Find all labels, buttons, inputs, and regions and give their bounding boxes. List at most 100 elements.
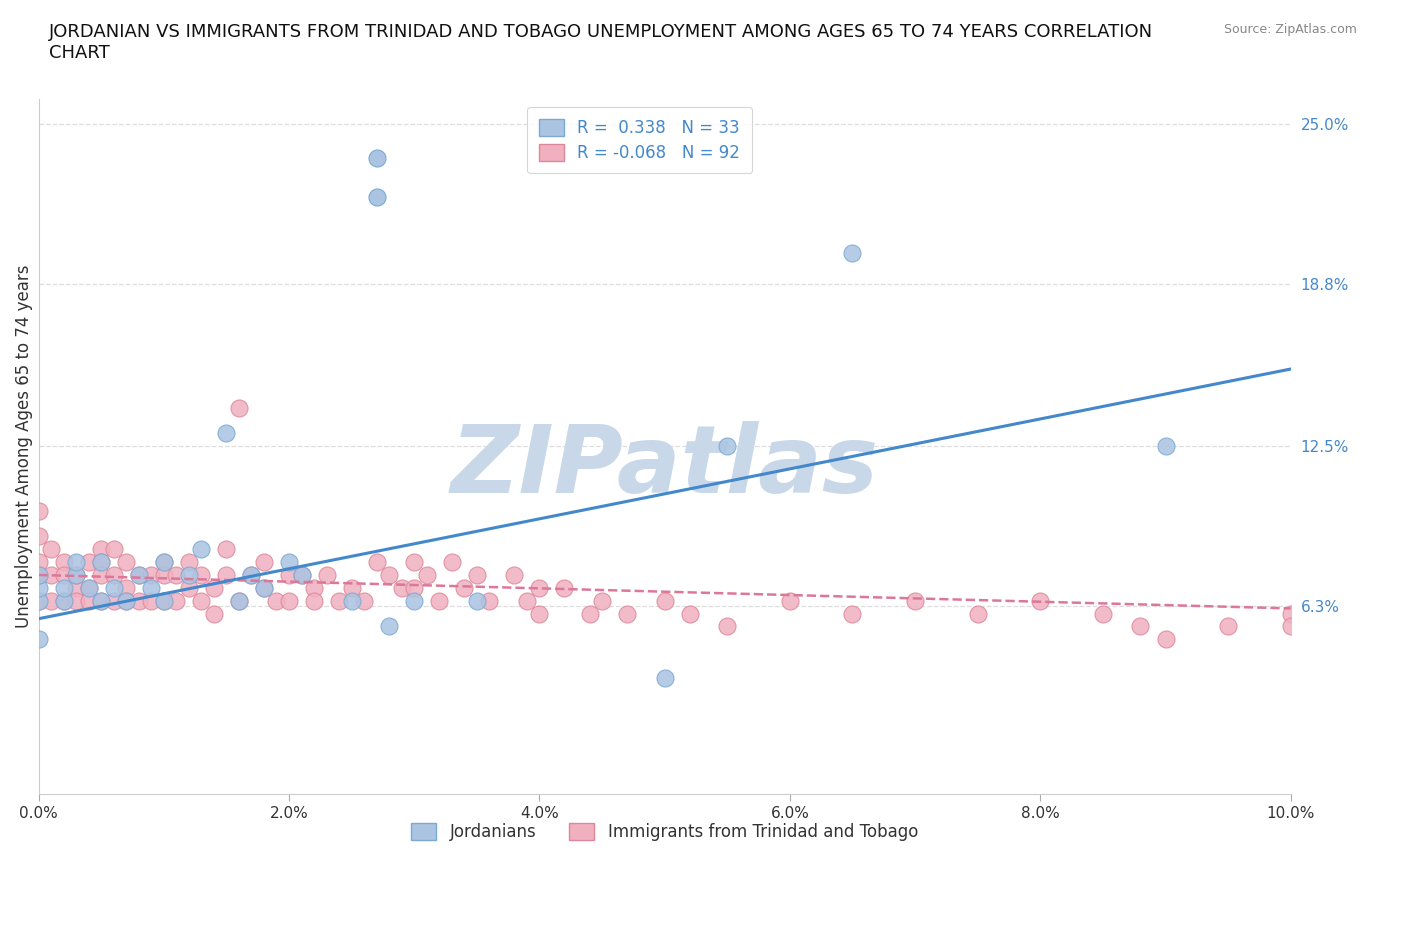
Point: [177, 554, 200, 569]
Point: [679, 606, 702, 621]
Point: [1129, 619, 1152, 634]
Point: [90, 593, 112, 608]
Point: [152, 567, 174, 582]
Point: [77, 580, 100, 595]
Point: [141, 580, 163, 595]
Point: [65, 567, 87, 582]
Point: [27, 503, 49, 518]
Point: [90, 554, 112, 569]
Point: [353, 593, 375, 608]
Point: [202, 580, 225, 595]
Point: [177, 580, 200, 595]
Legend: Jordanians, Immigrants from Trinidad and Tobago: Jordanians, Immigrants from Trinidad and…: [405, 817, 925, 848]
Point: [253, 580, 276, 595]
Point: [841, 246, 863, 260]
Point: [215, 567, 238, 582]
Point: [427, 593, 450, 608]
Point: [240, 567, 263, 582]
Point: [366, 554, 388, 569]
Text: JORDANIAN VS IMMIGRANTS FROM TRINIDAD AND TOBAGO UNEMPLOYMENT AMONG AGES 65 TO 7: JORDANIAN VS IMMIGRANTS FROM TRINIDAD AN…: [49, 23, 1153, 62]
Point: [465, 593, 488, 608]
Point: [366, 189, 388, 204]
Point: [453, 580, 475, 595]
Point: [228, 593, 250, 608]
Point: [328, 593, 350, 608]
Point: [90, 554, 112, 569]
Point: [1154, 439, 1177, 454]
Point: [77, 593, 100, 608]
Point: [529, 580, 551, 595]
Point: [115, 593, 138, 608]
Point: [340, 580, 363, 595]
Y-axis label: Unemployment Among Ages 65 to 74 years: Unemployment Among Ages 65 to 74 years: [15, 264, 32, 628]
Point: [654, 671, 676, 685]
Point: [27, 593, 49, 608]
Point: [1029, 593, 1052, 608]
Point: [190, 567, 212, 582]
Point: [1154, 631, 1177, 646]
Point: [65, 554, 87, 569]
Point: [152, 593, 174, 608]
Point: [27, 529, 49, 544]
Point: [141, 593, 163, 608]
Point: [27, 580, 49, 595]
Point: [115, 593, 138, 608]
Point: [165, 593, 187, 608]
Point: [215, 542, 238, 557]
Point: [152, 593, 174, 608]
Point: [266, 593, 288, 608]
Point: [278, 593, 301, 608]
Point: [841, 606, 863, 621]
Point: [165, 567, 187, 582]
Point: [52, 580, 75, 595]
Point: [27, 567, 49, 582]
Point: [152, 554, 174, 569]
Point: [77, 580, 100, 595]
Point: [716, 619, 738, 634]
Point: [27, 593, 49, 608]
Point: [404, 593, 426, 608]
Point: [52, 567, 75, 582]
Point: [966, 606, 988, 621]
Point: [253, 580, 276, 595]
Point: [278, 567, 301, 582]
Point: [404, 554, 426, 569]
Point: [190, 593, 212, 608]
Point: [278, 554, 301, 569]
Point: [404, 580, 426, 595]
Point: [378, 619, 401, 634]
Point: [465, 567, 488, 582]
Point: [39, 542, 62, 557]
Text: Source: ZipAtlas.com: Source: ZipAtlas.com: [1223, 23, 1357, 36]
Point: [440, 554, 463, 569]
Point: [1091, 606, 1114, 621]
Point: [52, 593, 75, 608]
Point: [77, 554, 100, 569]
Point: [1216, 619, 1239, 634]
Point: [253, 554, 276, 569]
Point: [177, 567, 200, 582]
Point: [141, 567, 163, 582]
Point: [39, 593, 62, 608]
Point: [315, 567, 337, 582]
Point: [115, 554, 138, 569]
Point: [591, 593, 613, 608]
Point: [103, 567, 125, 582]
Point: [27, 554, 49, 569]
Point: [578, 606, 600, 621]
Point: [378, 567, 401, 582]
Point: [27, 567, 49, 582]
Point: [391, 580, 413, 595]
Point: [503, 567, 526, 582]
Point: [290, 567, 312, 582]
Point: [553, 580, 575, 595]
Point: [65, 567, 87, 582]
Point: [52, 554, 75, 569]
Point: [290, 567, 312, 582]
Text: ZIPatlas: ZIPatlas: [450, 421, 879, 513]
Point: [128, 567, 150, 582]
Point: [1279, 606, 1302, 621]
Point: [529, 606, 551, 621]
Point: [27, 631, 49, 646]
Point: [90, 593, 112, 608]
